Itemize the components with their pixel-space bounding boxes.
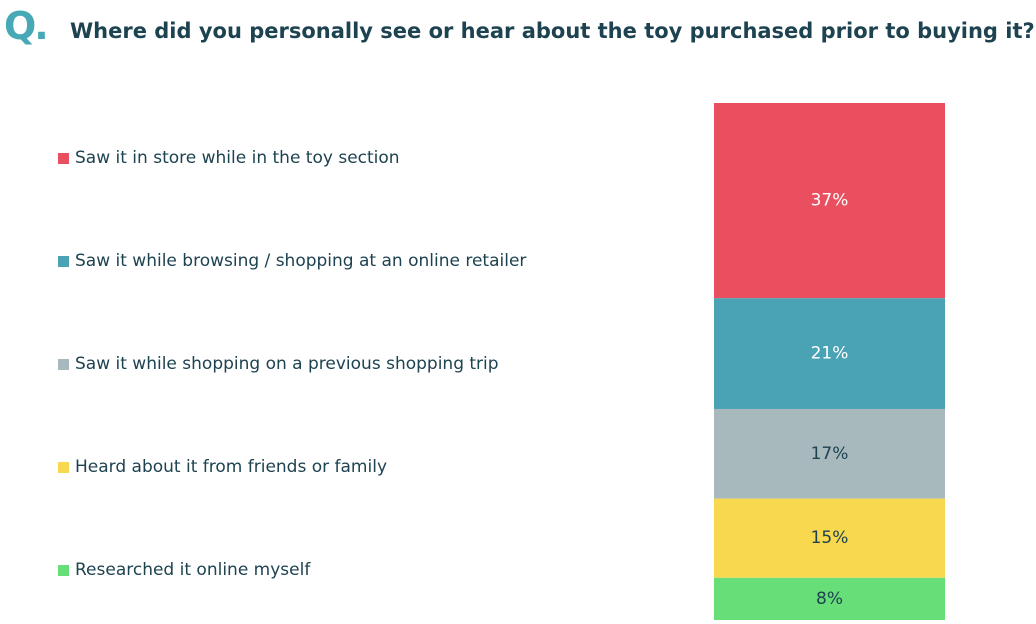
legend-label: Saw it in store while in the toy section — [75, 148, 400, 168]
legend-item: Researched it online myself — [58, 558, 310, 582]
data-label: 17% — [811, 444, 849, 464]
data-label: 21% — [811, 344, 849, 364]
legend-swatch — [58, 255, 69, 267]
legend-swatch — [58, 152, 69, 164]
legend-item: Saw it while browsing / shopping at an o… — [58, 249, 526, 273]
bar-segment — [714, 577, 945, 620]
legend-label: Saw it while browsing / shopping at an o… — [75, 251, 527, 271]
bar-segment — [714, 298, 945, 409]
bar-segment — [714, 103, 945, 299]
chart-legend: Saw it in store while in the toy section… — [58, 0, 658, 624]
question-title: Where did you personally see or hear abo… — [70, 19, 1035, 43]
legend-item: Heard about it from friends or family — [58, 455, 387, 479]
legend-item: Saw it while shopping on a previous shop… — [58, 352, 499, 376]
question-mark-icon: Q. — [4, 4, 49, 48]
legend-label: Researched it online myself — [75, 560, 311, 580]
legend-label: Saw it while shopping on a previous shop… — [75, 354, 499, 374]
data-label: 15% — [811, 528, 849, 548]
bar-segment — [714, 498, 945, 578]
legend-swatch — [58, 564, 69, 576]
data-label: 8% — [816, 589, 843, 609]
legend-swatch — [58, 461, 69, 473]
data-label: 37% — [811, 191, 849, 211]
bar-segment — [714, 408, 945, 499]
legend-swatch — [58, 358, 69, 370]
legend-label: Heard about it from friends or family — [75, 457, 388, 477]
legend-item: Saw it in store while in the toy section — [58, 146, 400, 170]
